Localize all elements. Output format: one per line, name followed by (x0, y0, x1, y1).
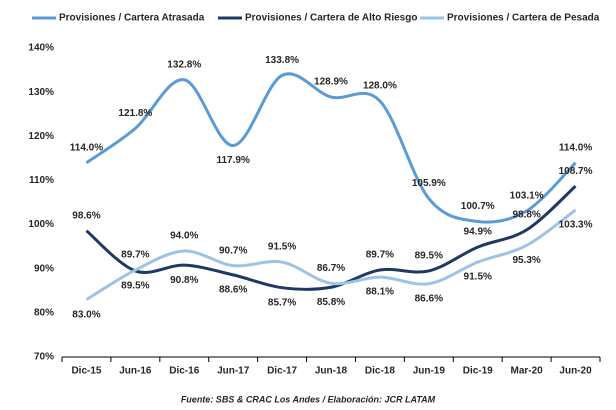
source-note: Fuente: SBS & CRAC Los Andes / Elaboraci… (181, 394, 436, 404)
x-tick-label: Dic-15 (71, 366, 101, 377)
x-tick-label: Jun-19 (413, 366, 446, 377)
legend-label: Provisiones / Cartera de Pesada (447, 13, 600, 24)
data-label: 117.9% (216, 155, 249, 166)
data-label: 89.5% (415, 251, 443, 262)
data-label: 114.0% (559, 142, 592, 153)
x-tick-label: Dic-16 (169, 366, 199, 377)
y-tick-label: 80% (34, 307, 54, 318)
data-label: 89.7% (121, 250, 149, 261)
data-label: 108.7% (559, 166, 593, 177)
data-label: 85.7% (268, 297, 296, 308)
y-tick-label: 130% (28, 87, 54, 98)
data-label: 103.3% (559, 220, 593, 231)
data-label: 105.9% (412, 178, 446, 189)
x-tick-label: Jun-20 (559, 366, 592, 377)
data-label: 91.5% (268, 242, 296, 253)
data-label: 95.3% (512, 255, 540, 266)
legend-label: Provisiones / Cartera Atrasada (59, 13, 205, 24)
y-tick-label: 110% (29, 175, 54, 186)
y-tick-label: 140% (28, 43, 54, 54)
y-tick-label: 70% (34, 352, 54, 363)
data-label: 100.7% (461, 201, 495, 212)
data-label: 114.0% (70, 142, 103, 153)
legend-label: Provisiones / Cartera de Alto Riesgo (245, 13, 417, 24)
data-label: 86.6% (415, 293, 443, 304)
data-label: 83.0% (72, 309, 100, 320)
data-label: 103.1% (510, 191, 544, 202)
data-label: 89.7% (366, 250, 394, 261)
x-tick-label: Jun-17 (217, 366, 250, 377)
x-tick-label: Mar-20 (511, 366, 544, 377)
y-tick-label: 120% (28, 131, 54, 142)
data-label: 128.9% (314, 77, 348, 88)
data-label: 132.8% (167, 59, 201, 70)
series-line (85, 72, 577, 224)
series-line (85, 208, 577, 301)
data-label: 121.8% (118, 108, 152, 119)
y-tick-label: 90% (34, 263, 54, 274)
data-label: 89.5% (121, 281, 149, 292)
data-label: 128.0% (363, 81, 397, 92)
y-tick-label: 100% (28, 219, 54, 230)
x-tick-label: Dic-18 (365, 366, 395, 377)
data-label: 133.8% (265, 55, 299, 66)
data-label: 98.6% (72, 210, 100, 221)
data-label: 85.8% (317, 297, 345, 308)
data-label: 94.9% (464, 227, 492, 238)
data-label: 91.5% (464, 272, 492, 283)
x-tick-label: Jun-18 (315, 366, 348, 377)
x-tick-label: Dic-19 (463, 366, 493, 377)
data-label: 86.7% (317, 263, 345, 274)
data-label: 98.8% (512, 210, 540, 221)
data-label: 90.7% (219, 245, 247, 256)
x-tick-label: Jun-16 (119, 366, 152, 377)
series-line (85, 185, 577, 291)
data-label: 90.8% (170, 275, 198, 286)
data-label: 94.0% (170, 231, 198, 242)
data-label: 88.6% (219, 285, 247, 296)
data-label: 88.1% (366, 287, 394, 298)
x-tick-label: Dic-17 (267, 366, 297, 377)
